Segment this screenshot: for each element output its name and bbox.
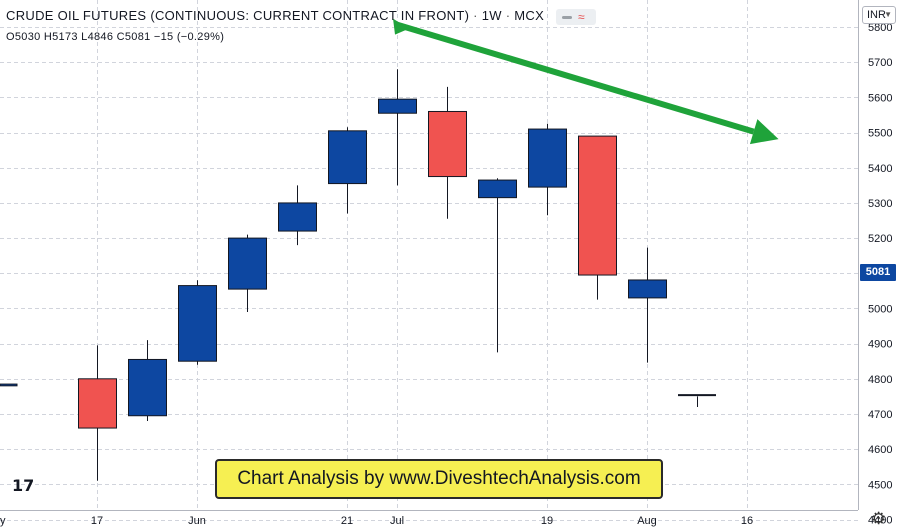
- currency-selector[interactable]: INR ▼: [862, 6, 896, 24]
- y-tick-label: 5500: [868, 128, 892, 140]
- y-tick-label: 4400: [868, 515, 892, 527]
- y-tick-label: 5300: [868, 198, 892, 210]
- trend-arrow-head: [749, 119, 779, 145]
- visibility-toggle-icon[interactable]: ≈: [556, 8, 596, 25]
- y-tick-label: 5600: [868, 92, 892, 104]
- candle-body: [378, 98, 417, 114]
- y-tick-label: 4500: [868, 479, 892, 491]
- symbol-title[interactable]: CRUDE OIL FUTURES (CONTINUOUS: CURRENT C…: [6, 8, 470, 23]
- x-tick-label: Aug: [637, 515, 657, 527]
- change-value: −15 (−0.29%): [153, 31, 225, 43]
- gear-icon[interactable]: ⚙: [871, 509, 887, 528]
- y-tick-label: 5700: [868, 57, 892, 69]
- candle-body: [428, 110, 467, 178]
- candle-body: [0, 383, 18, 387]
- candle-body: [578, 135, 617, 276]
- y-tick-label: 4700: [868, 409, 892, 421]
- x-tick-label: 21: [341, 515, 353, 527]
- candle-body: [228, 237, 267, 290]
- high-value: H5173: [43, 31, 78, 43]
- y-tick-label: 4900: [868, 339, 892, 351]
- watermark-banner: Chart Analysis by www.DiveshtechAnalysis…: [215, 459, 663, 499]
- y-tick-label: 4800: [868, 374, 892, 386]
- candle-body: [478, 179, 517, 199]
- candle-body: [78, 378, 117, 429]
- candle-body: [128, 358, 167, 417]
- x-tick-label: 17: [91, 515, 103, 527]
- close-value: C5081: [116, 31, 151, 43]
- candle-body: [178, 285, 217, 362]
- x-tick-label-partial: y: [0, 515, 6, 527]
- x-tick-label: 16: [741, 515, 753, 527]
- x-tick-label: Jul: [390, 515, 404, 527]
- ohlc-readout: O5030 H5173 L4846 C5081 −15 (−0.29%): [6, 31, 224, 43]
- y-tick-label: 4600: [868, 444, 892, 456]
- x-tick-label: Jun: [188, 515, 206, 527]
- candle-body: [528, 128, 567, 188]
- x-tick-label: 19: [541, 515, 553, 527]
- candle-body: [628, 279, 667, 299]
- chevron-down-icon: ▼: [884, 10, 892, 19]
- y-tick-label: 5000: [868, 303, 892, 315]
- y-tick-label: 5200: [868, 233, 892, 245]
- y-tick-label: 5800: [868, 22, 892, 34]
- trend-arrow-shaft: [396, 21, 755, 135]
- trend-arrow-tail: [393, 18, 409, 35]
- open-value: O5030: [6, 31, 41, 43]
- tradingview-logo-icon[interactable]: 17: [12, 476, 35, 495]
- y-tick-label: 5400: [868, 163, 892, 175]
- exchange-label: MCX: [514, 8, 545, 23]
- candle-body: [328, 130, 367, 185]
- low-value: L4846: [81, 31, 114, 43]
- interval-label[interactable]: 1W: [481, 8, 502, 23]
- chart-legend: CRUDE OIL FUTURES (CONTINUOUS: CURRENT C…: [6, 8, 596, 25]
- candle-body: [278, 202, 317, 232]
- last-price-label: 5081: [860, 264, 896, 281]
